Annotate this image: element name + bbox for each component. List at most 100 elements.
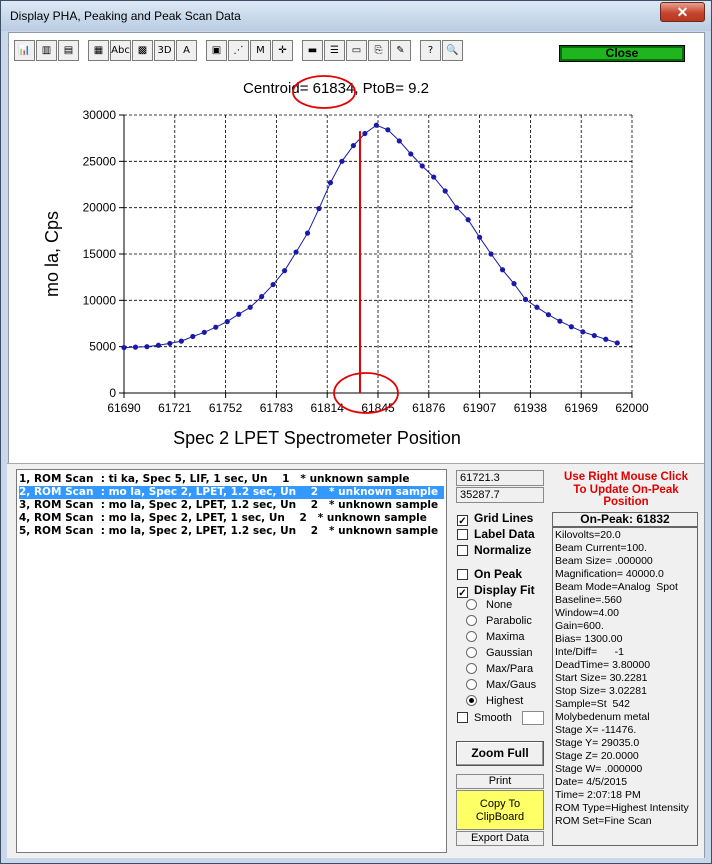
pattern-icon[interactable]: ▣ xyxy=(206,40,227,61)
copy-to-clipboard-button[interactable]: Copy To ClipBoard xyxy=(456,790,544,830)
data-point xyxy=(190,333,196,340)
on-peak-header: On-Peak: 61832 xyxy=(552,512,698,527)
data-point xyxy=(281,268,288,274)
param-line: ROM Type=Highest Intensity xyxy=(555,802,689,814)
data-point xyxy=(316,205,322,212)
data-point xyxy=(155,342,162,348)
scan-list-item[interactable]: 5, ROM Scan : mo la, Spec 2, LPET, 1.2 s… xyxy=(19,525,439,537)
help-icon[interactable]: ? xyxy=(420,40,441,61)
param-line: Beam Mode=Analog Spot xyxy=(555,581,678,593)
data-point xyxy=(362,130,368,137)
fit-type-radio-max-para[interactable]: Max/Para xyxy=(466,662,533,677)
abc-text-icon[interactable]: Abc xyxy=(110,40,131,61)
data-point xyxy=(431,174,437,180)
data-point xyxy=(545,312,552,318)
y-tick-label: 25000 xyxy=(83,154,117,168)
legend-icon[interactable]: ☰ xyxy=(324,40,345,61)
radio-dot[interactable] xyxy=(466,679,477,690)
crosshair-icon[interactable]: ✛ xyxy=(272,40,293,61)
smooth-checkbox-box[interactable] xyxy=(457,712,468,723)
data-point xyxy=(236,311,242,317)
param-line: Beam Size= .000000 xyxy=(555,555,653,567)
fit-type-radio-max-gaus[interactable]: Max/Gaus xyxy=(466,678,536,693)
marker-icon[interactable]: M xyxy=(250,40,271,61)
on-peak-checkbox-box[interactable] xyxy=(457,569,468,580)
close-button[interactable]: Close xyxy=(559,45,685,62)
x-tick-label: 61690 xyxy=(107,401,141,415)
param-line: Stage X= -11476. xyxy=(555,724,637,736)
pencil-icon[interactable]: ✎ xyxy=(390,40,411,61)
data-point xyxy=(144,344,150,350)
smooth-value-input[interactable] xyxy=(522,711,544,725)
scatter-icon[interactable]: ⋰ xyxy=(228,40,249,61)
param-line: Bias= 1300.00 xyxy=(555,633,623,645)
fit-type-radio-none[interactable]: None xyxy=(466,598,512,613)
label-icon[interactable]: ▭ xyxy=(346,40,367,61)
x-tick-label: 62000 xyxy=(615,401,649,415)
data-point xyxy=(350,142,357,149)
grid-lines-checkbox-box[interactable]: ✓ xyxy=(457,515,468,527)
param-line: Window=4.00 xyxy=(555,607,619,619)
y-tick-label: 10000 xyxy=(83,293,117,307)
param-line: DeadTime= 3.80000 xyxy=(555,659,651,671)
zoom-full-button[interactable]: Zoom Full xyxy=(456,741,544,766)
scan-list-item[interactable]: 3, ROM Scan : mo la, Spec 2, LPET, 1.2 s… xyxy=(19,499,439,511)
label-data-checkbox[interactable]: Label Data xyxy=(457,527,535,542)
export-data-button[interactable]: Export Data xyxy=(456,831,544,846)
radio-dot[interactable] xyxy=(466,631,477,642)
radio-dot[interactable] xyxy=(466,599,477,610)
print-button[interactable]: Print xyxy=(456,774,544,789)
radio-dot[interactable] xyxy=(466,647,477,658)
normalize-checkbox[interactable]: Normalize xyxy=(457,543,531,558)
data-point xyxy=(477,234,483,240)
data-point xyxy=(373,122,379,128)
fit-type-radio-highest[interactable]: Highest xyxy=(466,694,523,709)
smooth-checkbox[interactable]: Smooth xyxy=(457,711,512,726)
param-line: Date= 4/5/2015 xyxy=(555,776,628,788)
scan-list-item[interactable]: 4, ROM Scan : mo la, Spec 2, LPET, 1 sec… xyxy=(19,512,427,524)
data-point xyxy=(511,281,517,287)
zoom-icon[interactable]: 🔍 xyxy=(442,40,463,61)
radio-dot[interactable] xyxy=(466,663,477,674)
on-peak-checkbox[interactable]: On Peak xyxy=(457,567,522,582)
data-point xyxy=(557,318,563,324)
y-tick-label: 20000 xyxy=(83,201,117,215)
peak-scan-chart[interactable]: 61690 61721 61752 61783 61814 61845 61876 61907… xyxy=(14,70,686,458)
cursor-y-readout: 35287.7 xyxy=(456,487,544,503)
title-bar[interactable]: Display PHA, Peaking and Peak Scan Data … xyxy=(1,1,711,31)
scan-list-item[interactable]: 1, ROM Scan : ti ka, Spec 5, LIF, 1 sec,… xyxy=(19,473,410,485)
window-title: Display PHA, Peaking and Peak Scan Data xyxy=(10,9,241,23)
fit-type-radio-maxima[interactable]: Maxima xyxy=(466,630,525,645)
x-tick-label: 61721 xyxy=(158,401,192,415)
fit-type-radio-parabolic[interactable]: Parabolic xyxy=(466,614,532,629)
table-icon[interactable]: ▦ xyxy=(88,40,109,61)
display-fit-checkbox[interactable]: ✓ Display Fit xyxy=(457,583,535,599)
histogram-icon[interactable]: ▤ xyxy=(58,40,79,61)
param-line: Inte/Diff= -1 xyxy=(555,646,624,658)
export-icon[interactable]: ⎘ xyxy=(368,40,389,61)
param-line: Stage W= .000000 xyxy=(555,763,643,775)
normalize-checkbox-box[interactable] xyxy=(457,545,468,556)
label-data-checkbox-box[interactable] xyxy=(457,529,468,540)
scan-list[interactable]: 1, ROM Scan : ti ka, Spec 5, LIF, 1 sec,… xyxy=(16,469,447,853)
pha-icon[interactable]: ▥ xyxy=(36,40,57,61)
font-icon[interactable]: A xyxy=(176,40,197,61)
acquisition-parameters: Kilovolts=20.0 Beam Current=100. Beam Size… xyxy=(552,527,698,846)
palette-icon[interactable]: ▬ xyxy=(302,40,323,61)
scan-list-item[interactable]: 2, ROM Scan : mo la, Spec 2, LPET, 1.2 s… xyxy=(19,486,444,499)
x-tick-label: 61876 xyxy=(412,401,446,415)
grid-lines-checkbox[interactable]: ✓ Grid Lines xyxy=(457,511,534,527)
bar-chart-icon[interactable]: 📊 xyxy=(14,40,35,61)
data-point xyxy=(259,294,265,300)
fit-type-radio-gaussian[interactable]: Gaussian xyxy=(466,646,532,661)
data-point xyxy=(270,281,276,288)
radio-dot[interactable] xyxy=(466,695,477,706)
x-tick-label: 61752 xyxy=(209,401,243,415)
param-line: Kilovolts=20.0 xyxy=(555,529,621,541)
display-fit-checkbox-box[interactable]: ✓ xyxy=(457,587,468,599)
grid-icon[interactable]: ▩ xyxy=(132,40,153,61)
radio-dot[interactable] xyxy=(466,615,477,626)
3d-rotate-icon[interactable]: 3D xyxy=(154,40,175,61)
window-close-button[interactable]: ✕ xyxy=(660,2,705,22)
param-line: Stop Size= 3.02281 xyxy=(555,685,647,697)
